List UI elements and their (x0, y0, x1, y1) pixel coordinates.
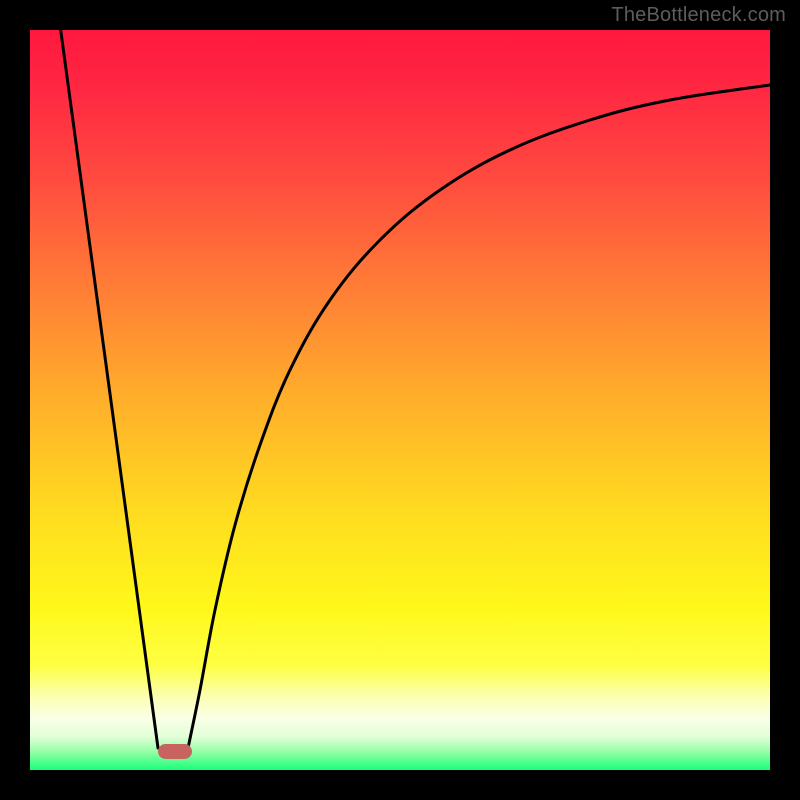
chart-container: TheBottleneck.com (0, 0, 800, 800)
curve-layer (30, 30, 770, 770)
watermark-text: TheBottleneck.com (611, 4, 786, 27)
right-rising-curve (188, 85, 770, 748)
valley-marker (158, 744, 192, 759)
plot-area (30, 30, 770, 770)
left-descending-line (60, 30, 158, 748)
